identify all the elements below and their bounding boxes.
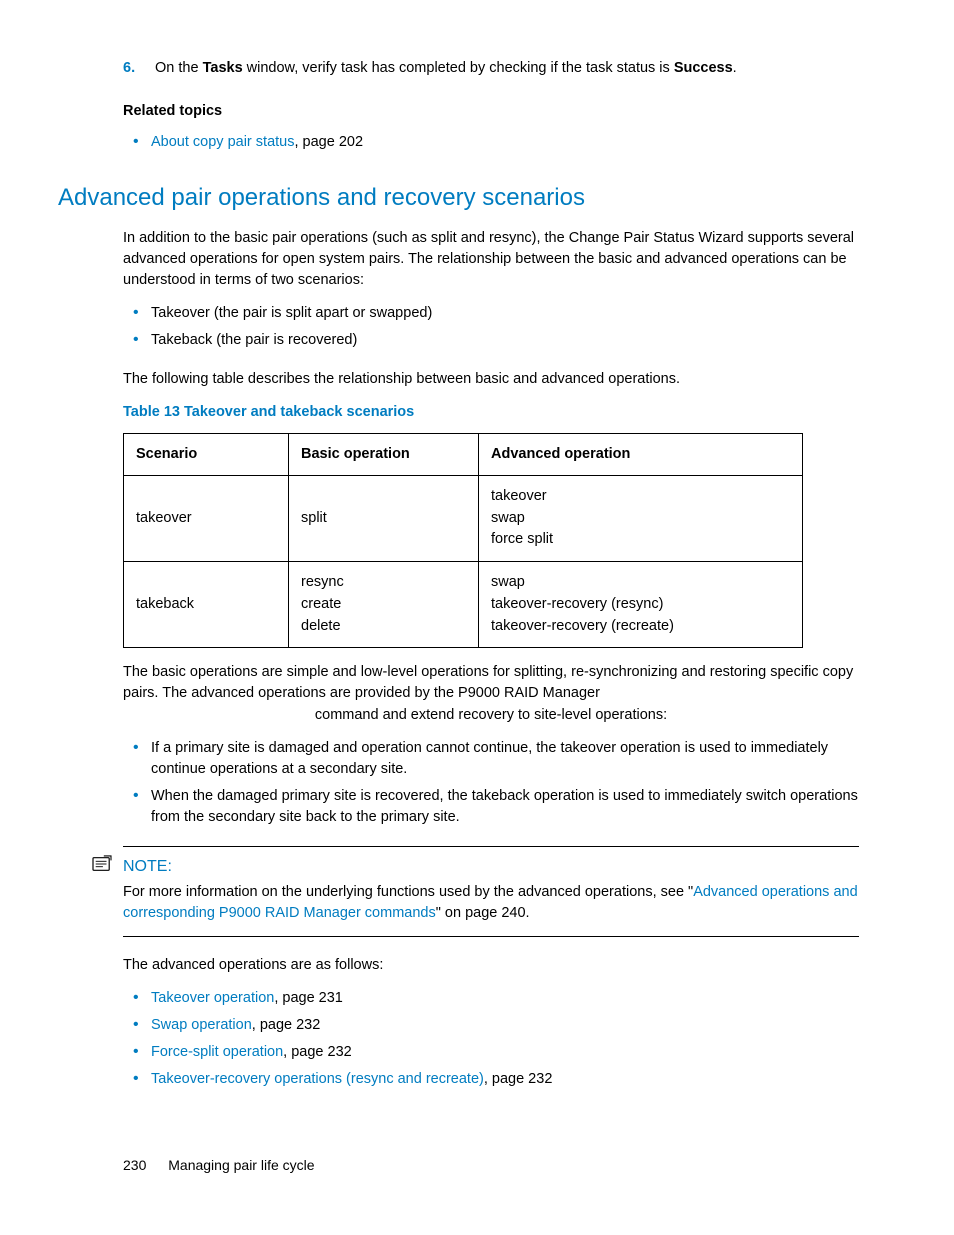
link-force-split-operation[interactable]: Force-split operation — [151, 1044, 283, 1060]
section-title: Advanced pair operations and recovery sc… — [58, 181, 859, 216]
list-item: When the damaged primary site is recover… — [123, 786, 859, 828]
scenario-table: Scenario Basic operation Advanced operat… — [123, 433, 803, 649]
cell-value: delete — [301, 616, 466, 638]
note-text: For more information on the underlying f… — [123, 882, 859, 924]
link-page-ref: , page 232 — [283, 1044, 352, 1060]
list-item: Swap operation, page 232 — [123, 1015, 859, 1036]
step-text-prefix: On the — [155, 60, 203, 76]
cell-value: force split — [491, 529, 790, 551]
link-takeover-recovery-operations[interactable]: Takeover-recovery operations (resync and… — [151, 1071, 484, 1087]
site-bullets: If a primary site is damaged and operati… — [123, 738, 859, 828]
cell-value: takeover-recovery (recreate) — [491, 616, 790, 638]
step-bold-success: Success — [674, 60, 733, 76]
note-prefix: For more information on the underlying f… — [123, 884, 693, 900]
table-header-row: Scenario Basic operation Advanced operat… — [124, 433, 803, 475]
table-intro: The following table describes the relati… — [123, 369, 859, 390]
list-item: Force-split operation, page 232 — [123, 1042, 859, 1063]
list-item: Takeover (the pair is split apart or swa… — [123, 303, 859, 324]
table-cell: takeback — [124, 562, 289, 648]
note-block: NOTE: For more information on the underl… — [123, 846, 859, 937]
table-cell: resync create delete — [289, 562, 479, 648]
cell-value: create — [301, 594, 466, 616]
step-bold-tasks: Tasks — [203, 60, 243, 76]
table-header: Advanced operation — [479, 433, 803, 475]
cell-value: takeover — [491, 486, 790, 508]
cell-value: swap — [491, 508, 790, 530]
note-suffix: " on page 240. — [436, 905, 530, 921]
link-page-ref: , page 232 — [484, 1071, 553, 1087]
table-header: Scenario — [124, 433, 289, 475]
link-page-ref: , page 202 — [294, 134, 363, 150]
page-content: 6. On the Tasks window, verify task has … — [0, 0, 954, 1090]
list-item: Takeback (the pair is recovered) — [123, 330, 859, 351]
ops-intro: The advanced operations are as follows: — [123, 955, 859, 976]
link-copy-pair-status[interactable]: About copy pair status — [151, 134, 294, 150]
step-number: 6. — [123, 58, 151, 79]
table-caption: Table 13 Takeover and takeback scenarios — [123, 402, 859, 423]
table-cell: swap takeover-recovery (resync) takeover… — [479, 562, 803, 648]
list-item: Takeover-recovery operations (resync and… — [123, 1069, 859, 1090]
after-table-paragraph: The basic operations are simple and low-… — [123, 662, 859, 704]
table-cell: takeover swap force split — [479, 475, 803, 561]
related-topics-heading: Related topics — [123, 101, 859, 122]
scenario-bullets: Takeover (the pair is split apart or swa… — [123, 303, 859, 351]
related-topics-list: About copy pair status, page 202 — [123, 132, 859, 153]
table-cell: split — [289, 475, 479, 561]
step-text-suffix: . — [733, 60, 737, 76]
list-item: If a primary site is damaged and operati… — [123, 738, 859, 780]
cell-value: resync — [301, 572, 466, 594]
ops-list: Takeover operation, page 231 Swap operat… — [123, 988, 859, 1090]
after-table-paragraph-cont: command and extend recovery to site-leve… — [123, 705, 859, 726]
link-takeover-operation[interactable]: Takeover operation — [151, 990, 274, 1006]
cell-value: split — [301, 508, 466, 530]
table-row: takeback resync create delete swap takeo… — [124, 562, 803, 648]
note-label: NOTE: — [123, 855, 859, 878]
intro-paragraph: In addition to the basic pair operations… — [123, 228, 859, 291]
list-item: About copy pair status, page 202 — [123, 132, 859, 153]
note-icon — [91, 855, 113, 873]
page-footer: 230 Managing pair life cycle — [123, 1155, 315, 1175]
step-text-mid: window, verify task has completed by che… — [243, 60, 674, 76]
link-swap-operation[interactable]: Swap operation — [151, 1017, 252, 1033]
list-item: Takeover operation, page 231 — [123, 988, 859, 1009]
cell-value: swap — [491, 572, 790, 594]
link-page-ref: , page 231 — [274, 990, 343, 1006]
table-row: takeover split takeover swap force split — [124, 475, 803, 561]
table-cell: takeover — [124, 475, 289, 561]
cell-value: takeover-recovery (resync) — [491, 594, 790, 616]
footer-title: Managing pair life cycle — [168, 1157, 314, 1173]
page-number: 230 — [123, 1157, 146, 1173]
table-header: Basic operation — [289, 433, 479, 475]
step-6: 6. On the Tasks window, verify task has … — [123, 58, 859, 79]
link-page-ref: , page 232 — [252, 1017, 321, 1033]
